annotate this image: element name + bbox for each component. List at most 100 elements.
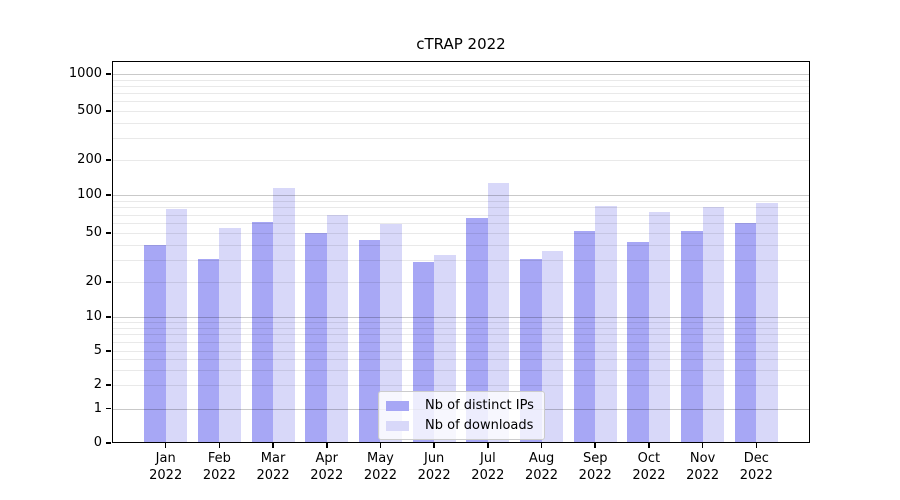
legend-label-distinct-ips: Nb of distinct IPs — [425, 398, 534, 413]
bar-distinct-ips-apr — [305, 233, 327, 443]
y-tick-1000 — [106, 73, 111, 75]
x-tick-label-aug: Aug 2022 — [510, 451, 574, 484]
x-tick-feb — [218, 443, 221, 448]
x-label-year: 2022 — [471, 467, 505, 483]
x-label-year: 2022 — [149, 467, 183, 483]
x-label-month: Feb — [207, 451, 231, 466]
x-tick-mar — [272, 443, 274, 448]
gridline-minor-40 — [112, 244, 810, 246]
gridline-minor-9 — [112, 322, 810, 324]
x-label-year: 2022 — [632, 467, 666, 483]
x-label-year: 2022 — [524, 467, 559, 483]
x-label-month: Apr — [315, 451, 339, 466]
bar-distinct-ips-dec — [734, 223, 757, 443]
bar-distinct-ips-jul — [466, 217, 488, 443]
x-tick-label-oct: Oct 2022 — [617, 451, 681, 484]
bar-distinct-ips-may — [358, 239, 381, 443]
x-label-month: Jun — [423, 451, 445, 466]
bar-downloads-mar — [273, 187, 295, 443]
bar-downloads-jan — [165, 209, 188, 443]
y-tick-5 — [106, 350, 111, 352]
x-tick-nov — [701, 443, 704, 448]
gridline-minor-800 — [112, 85, 810, 87]
x-label-month: Dec — [743, 451, 769, 466]
gridline-minor-900 — [112, 79, 810, 81]
legend-item-distinct-ips: Nb of distinct IPs — [386, 397, 534, 414]
gridline-minor-4 — [112, 359, 810, 361]
x-tick-label-jul: Jul 2022 — [456, 451, 520, 484]
gridline-major-1000 — [112, 74, 810, 75]
x-tick-jan — [164, 443, 167, 448]
bar-distinct-ips-sep — [573, 230, 596, 443]
x-label-month: Oct — [637, 451, 661, 466]
x-tick-label-sep: Sep 2022 — [563, 451, 627, 484]
gridline-minor-3 — [112, 369, 810, 371]
bar-downloads-nov — [702, 207, 725, 443]
x-tick-label-nov: Nov 2022 — [671, 451, 735, 484]
x-tick-jun — [433, 443, 435, 448]
gridline-minor-200 — [112, 160, 810, 161]
x-label-month: Mar — [260, 451, 286, 466]
x-label-year: 2022 — [686, 467, 720, 483]
y-tick-label-100: 100 — [77, 187, 102, 202]
gridline-minor-300 — [112, 138, 810, 140]
chart-title: cTRAP 2022 — [416, 35, 506, 53]
y-tick-200 — [106, 159, 111, 161]
y-tick-label-200: 200 — [77, 152, 102, 167]
gridline-minor-90 — [112, 200, 810, 202]
legend-item-downloads: Nb of downloads — [386, 417, 534, 434]
y-tick-label-2: 2 — [93, 377, 102, 392]
x-tick-label-apr: Apr 2022 — [295, 451, 359, 484]
y-tick-1 — [106, 407, 111, 410]
y-tick-label-500: 500 — [77, 103, 102, 118]
bar-downloads-feb — [219, 227, 241, 443]
x-tick-label-may: May 2022 — [348, 451, 412, 484]
y-tick-10 — [106, 316, 111, 318]
gridline-minor-7 — [112, 334, 810, 336]
x-label-year: 2022 — [363, 467, 397, 483]
bar-downloads-jul — [487, 182, 510, 443]
x-label-month: Sep — [582, 451, 608, 466]
gridline-minor-500 — [112, 111, 810, 112]
x-label-month: Jan — [155, 451, 176, 466]
grid-layer — [112, 61, 810, 443]
y-tick-label-5: 5 — [93, 343, 102, 358]
x-tick-label-feb: Feb 2022 — [187, 451, 251, 484]
gridline-minor-400 — [112, 122, 810, 124]
gridline-minor-20 — [112, 282, 810, 283]
bar-downloads-apr — [326, 214, 349, 443]
x-tick-sep — [594, 443, 596, 448]
gridline-minor-30 — [112, 260, 810, 262]
bar-distinct-ips-jan — [144, 244, 166, 443]
gridline-minor-60 — [112, 223, 810, 224]
bar-downloads-oct — [648, 212, 671, 443]
y-tick-100 — [106, 194, 111, 196]
x-tick-apr — [326, 443, 328, 448]
y-tick-label-20: 20 — [85, 274, 102, 289]
x-label-year: 2022 — [417, 467, 451, 483]
gridline-minor-2 — [112, 385, 810, 386]
gridline-minor-70 — [112, 214, 810, 216]
legend: Nb of distinct IPs Nb of downloads — [378, 391, 545, 440]
gridline-major-10 — [112, 317, 810, 318]
x-tick-dec — [755, 443, 758, 448]
x-tick-jul — [487, 443, 489, 448]
bar-distinct-ips-mar — [251, 222, 274, 443]
x-tick-label-jun: Jun 2022 — [402, 451, 466, 484]
y-tick-label-0: 0 — [93, 435, 102, 450]
gridline-minor-80 — [112, 207, 810, 209]
gridline-minor-8 — [112, 327, 810, 329]
gridline-minor-50 — [112, 233, 810, 234]
y-tick-20 — [106, 281, 111, 283]
x-label-year: 2022 — [202, 467, 236, 483]
x-label-year: 2022 — [310, 467, 344, 483]
gridline-minor-700 — [112, 93, 810, 95]
x-label-year: 2022 — [578, 467, 612, 483]
bar-distinct-ips-oct — [627, 242, 649, 443]
x-label-month: May — [367, 451, 394, 466]
x-label-year: 2022 — [739, 467, 773, 483]
x-label-year: 2022 — [256, 467, 290, 483]
y-tick-label-10: 10 — [85, 309, 102, 324]
x-label-month: Aug — [528, 451, 555, 466]
